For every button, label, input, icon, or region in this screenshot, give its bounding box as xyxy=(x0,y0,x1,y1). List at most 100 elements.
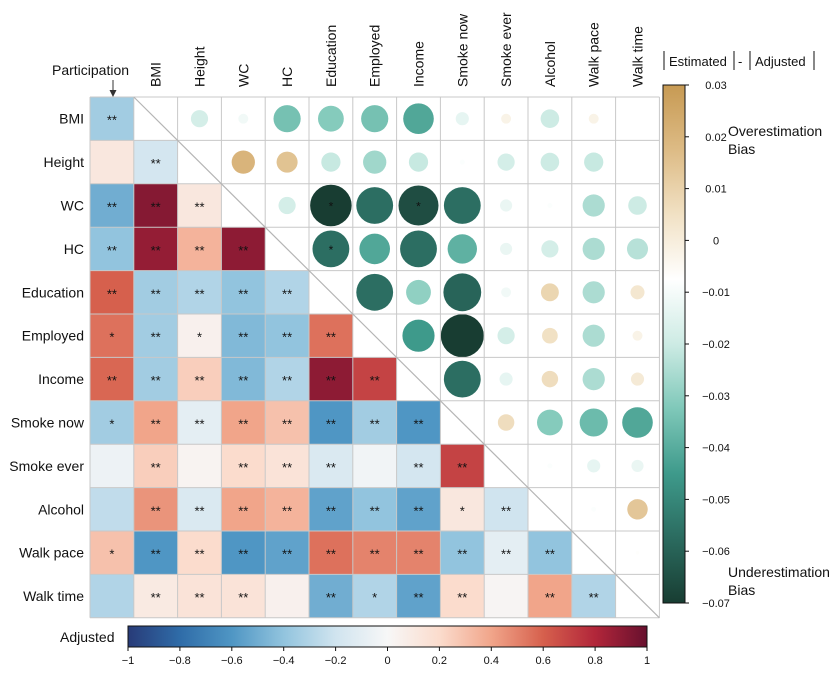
adjusted-tick-label: −0.2 xyxy=(325,655,347,667)
bias-circle xyxy=(622,407,653,438)
adjusted-cell xyxy=(221,314,266,358)
adjusted-tick-label: 0.2 xyxy=(432,655,447,667)
adjusted-sig: ** xyxy=(238,590,248,605)
adjusted-sig: ** xyxy=(413,460,423,475)
adjusted-cell xyxy=(440,487,485,531)
adjusted-cell xyxy=(440,531,485,575)
adjusted-cell xyxy=(177,227,222,271)
adjusted-sig: ** xyxy=(370,503,380,518)
adjusted-sig: ** xyxy=(457,590,467,605)
adjusted-cell xyxy=(309,487,353,531)
bias-circle xyxy=(587,459,601,473)
adjusted-cell xyxy=(309,444,353,488)
column-label: Smoke ever xyxy=(498,12,514,87)
bias-circle xyxy=(547,463,553,469)
adjusted-sig: ** xyxy=(282,547,292,562)
bias-circle xyxy=(273,105,301,133)
column-label: WC xyxy=(235,64,251,87)
adjusted-cell xyxy=(352,444,397,488)
overestimation-bias-label: Bias xyxy=(728,141,755,157)
adjusted-cell xyxy=(396,531,441,575)
adjusted-tick-label: 1 xyxy=(644,655,650,667)
underestimation-label: Underestimation xyxy=(728,564,830,580)
column-label: Smoke now xyxy=(454,13,470,87)
bias-circle xyxy=(459,159,465,165)
adjusted-cell xyxy=(484,574,528,618)
adjusted-sig: * xyxy=(460,503,465,518)
bias-circle xyxy=(500,199,513,212)
row-label: Employed xyxy=(22,328,84,344)
heatmap-grid: ***************** **** ** **** ** ** **** * ** **… xyxy=(89,96,660,619)
bias-tick-label: 0.02 xyxy=(705,132,726,144)
bias-circle xyxy=(402,319,435,352)
adjusted-sig: ** xyxy=(326,330,336,345)
header-legend: Estimated - Adjusted xyxy=(663,51,815,70)
bias-tick-label: 0.03 xyxy=(705,80,726,92)
adjusted-cell xyxy=(133,444,178,488)
bias-circle xyxy=(231,150,255,174)
adjusted-sig: ** xyxy=(370,547,380,562)
adjusted-sig: * xyxy=(372,590,377,605)
participation-cell xyxy=(90,400,134,445)
bias-circle xyxy=(356,187,394,224)
adjusted-sig: ** xyxy=(413,417,423,432)
row-label: Smoke now xyxy=(11,415,85,431)
adjusted-tick-label: −0.6 xyxy=(221,655,243,667)
adjusted-sig: ** xyxy=(194,286,204,301)
adjusted-sig: ** xyxy=(238,330,248,345)
adjusted-cell xyxy=(133,183,178,228)
column-label: Employed xyxy=(367,25,383,87)
bias-circle xyxy=(501,113,512,124)
participation-cell xyxy=(90,487,134,531)
bias-circle xyxy=(400,230,437,268)
bias-circle xyxy=(541,370,559,388)
bias-circle xyxy=(582,194,605,217)
bias-circle xyxy=(398,185,439,226)
adjusted-sig: ** xyxy=(194,373,204,388)
bias-circle xyxy=(540,109,560,128)
adjusted-cell xyxy=(133,574,178,618)
bias-sig: * xyxy=(329,200,334,214)
participation-sig: ** xyxy=(107,200,117,215)
adjusted-tick-label: 0.8 xyxy=(587,655,602,667)
adjusted-cell xyxy=(133,270,178,314)
adjusted-cell xyxy=(177,444,222,488)
bias-circle xyxy=(318,105,344,132)
adjusted-sig: ** xyxy=(457,547,467,562)
bias-circle xyxy=(540,283,559,302)
adjusted-cell xyxy=(177,357,222,401)
column-label: Income xyxy=(411,41,427,87)
adjusted-sig: ** xyxy=(151,547,161,562)
column-label: HC xyxy=(279,67,295,87)
adjusted-cell xyxy=(265,444,309,488)
adjusted-sig: ** xyxy=(413,547,423,562)
adjusted-cell xyxy=(221,444,266,488)
row-label: WC xyxy=(61,198,84,214)
bias-circle xyxy=(278,196,296,215)
adjusted-cell xyxy=(440,574,485,618)
bias-circle xyxy=(500,242,513,255)
adjusted-sig: ** xyxy=(151,330,161,345)
bias-tick-label: −0.02 xyxy=(702,339,730,351)
bias-circle xyxy=(542,327,558,344)
adjusted-cell xyxy=(221,357,266,401)
adjusted-sig: ** xyxy=(370,417,380,432)
adjusted-cell xyxy=(440,444,485,488)
participation-sig: ** xyxy=(107,243,117,258)
bias-circle xyxy=(321,152,341,172)
bias-circle xyxy=(588,113,599,124)
adjusted-cell xyxy=(133,140,178,184)
bias-tick-label: −0.01 xyxy=(702,287,730,299)
adjusted-sig: ** xyxy=(151,590,161,605)
bias-tick-label: −0.07 xyxy=(702,598,730,610)
adjusted-sig: ** xyxy=(457,460,467,475)
row-label: HC xyxy=(64,241,84,257)
adjusted-cell xyxy=(265,400,309,445)
bias-circle xyxy=(238,113,249,124)
bias-circle xyxy=(361,105,389,133)
bias-circle xyxy=(632,330,643,341)
adjusted-cell xyxy=(133,357,178,401)
participation-cell xyxy=(90,183,134,228)
bias-colorbar: 0.03 0.02 0.01 0 −0.01 −0.02 −0.03 −0.04 −0.05 −0… xyxy=(662,80,830,610)
adjusted-sig: ** xyxy=(326,373,336,388)
